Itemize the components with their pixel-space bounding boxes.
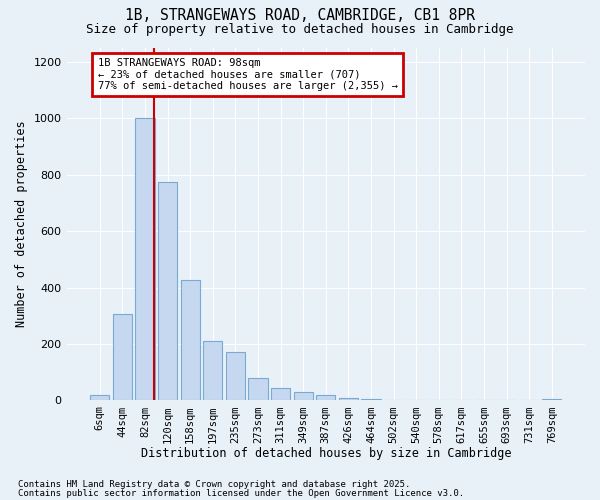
Bar [181,280,200,400]
Y-axis label: Number of detached properties: Number of detached properties [15,120,28,328]
Text: Size of property relative to detached houses in Cambridge: Size of property relative to detached ho… [86,22,514,36]
Bar [248,378,268,400]
Bar [542,399,562,400]
Text: 1B, STRANGEWAYS ROAD, CAMBRIDGE, CB1 8PR: 1B, STRANGEWAYS ROAD, CAMBRIDGE, CB1 8PR [125,8,475,22]
Bar [113,314,132,400]
X-axis label: Distribution of detached houses by size in Cambridge: Distribution of detached houses by size … [140,447,511,460]
Bar [136,118,155,401]
Bar [90,395,109,400]
Bar [339,398,358,400]
Bar [203,341,223,400]
Bar [361,399,380,400]
Text: Contains HM Land Registry data © Crown copyright and database right 2025.: Contains HM Land Registry data © Crown c… [18,480,410,489]
Bar [293,392,313,400]
Text: Contains public sector information licensed under the Open Government Licence v3: Contains public sector information licen… [18,488,464,498]
Bar [158,182,177,400]
Bar [316,395,335,400]
Text: 1B STRANGEWAYS ROAD: 98sqm
← 23% of detached houses are smaller (707)
77% of sem: 1B STRANGEWAYS ROAD: 98sqm ← 23% of deta… [98,58,398,92]
Bar [271,388,290,400]
Bar [226,352,245,401]
